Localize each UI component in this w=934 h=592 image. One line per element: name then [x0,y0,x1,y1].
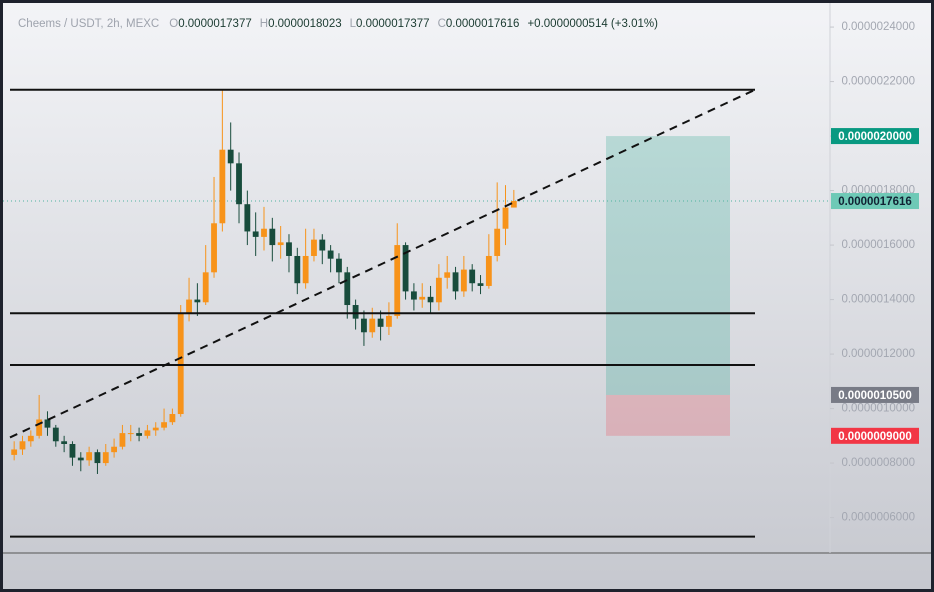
trend-line [9,88,756,439]
candle-body [252,231,259,237]
candle-body [27,435,34,442]
candle-body [510,201,517,208]
candle-body [211,223,217,273]
candle-body [485,255,492,286]
candle-body [460,269,467,292]
candle-body [136,433,142,436]
ohlc-key: O [169,18,178,30]
candle-body [244,204,251,232]
target-label-bg [831,128,919,145]
last-price-label: 0.0000017616 [838,196,912,208]
candle-body [269,228,276,246]
candle-body [186,299,192,314]
candle-body [361,318,367,333]
ohlc-key: C [438,18,446,30]
y-tick-label: 0.0000016000 [841,239,915,251]
candle-body [19,441,26,450]
candle-body [219,149,226,224]
candle-body [352,305,359,319]
candle-body [419,296,426,300]
candle-body [394,245,401,316]
candle-body [261,228,267,237]
candle-body [369,318,376,333]
candle-body [44,419,51,428]
ohlc-value: 0.0000017616 [446,18,520,30]
candle-body [502,207,509,229]
y-tick-label: 0.0000010000 [841,403,915,415]
y-tick-label: 0.0000014000 [841,294,915,306]
candle-body [410,291,417,300]
candle-body [286,242,292,256]
candle-body [86,452,93,461]
candle-body [402,245,409,292]
candle-body [444,272,451,278]
change: +0.0000000514 (+3.01%) [527,18,658,30]
candle-body [36,419,43,436]
candle-body [494,228,501,256]
candle-body [152,427,159,431]
target-label: 0.0000020000 [838,131,912,143]
stop-label-bg [831,427,919,444]
ohlc-value: 0.0000017377 [356,18,430,30]
candle-body [202,272,209,303]
candle-body [427,296,434,303]
candle-body [177,313,184,415]
candle-body [452,272,459,292]
candle-body [344,272,351,306]
candle-body [94,452,101,464]
entry-label-bg [831,386,919,403]
candle-body [111,446,118,453]
ohlc-value: 0.0000017377 [178,18,252,30]
ohlc-key: L [350,18,357,30]
entry-label: 0.0000010500 [838,390,912,402]
candle-body [469,269,476,284]
ohlc-key: H [260,18,268,30]
candle-body [61,441,68,444]
last-price-label-bg [831,193,919,210]
candle-body [311,239,317,256]
y-tick-label: 0.0000022000 [841,76,915,88]
candle-body [11,449,18,455]
candle-body [277,242,284,246]
candle-body [169,414,176,423]
header: Cheems / USDT, 2h, MEXC O 0.0000017377 H 0.0… [18,18,658,30]
candle-body [327,250,334,259]
candle-body [294,255,301,284]
candle-body [119,433,126,447]
candle-body [127,433,134,435]
candle-body [161,422,167,428]
candle-body [319,239,326,251]
y-tick-label: 0.0000012000 [841,348,915,360]
candle-body [52,427,59,442]
candle-body [377,318,384,327]
candle-body [77,457,84,461]
candle-body [69,444,76,458]
ohlc-value: 0.0000018023 [268,18,342,30]
loss-zone [606,394,730,436]
profit-zone [606,136,730,395]
symbol: Cheems / USDT, 2h, MEXC [18,18,159,30]
y-tick-label: 0.0000006000 [841,512,915,524]
candle-body [477,283,484,286]
candle-body [302,255,309,284]
candle-body [336,258,342,273]
y-tick-label: 0.0000008000 [841,457,915,469]
y-tick-label: 0.0000024000 [841,21,915,33]
stop-label: 0.0000009000 [838,431,912,443]
candle-body [102,452,109,464]
candle-body [227,149,234,164]
candle-body [386,315,392,327]
candle-body [236,163,242,205]
candle-body [144,430,151,436]
candle-body [435,277,442,303]
candle-body [194,299,201,303]
chart-background [3,3,931,589]
